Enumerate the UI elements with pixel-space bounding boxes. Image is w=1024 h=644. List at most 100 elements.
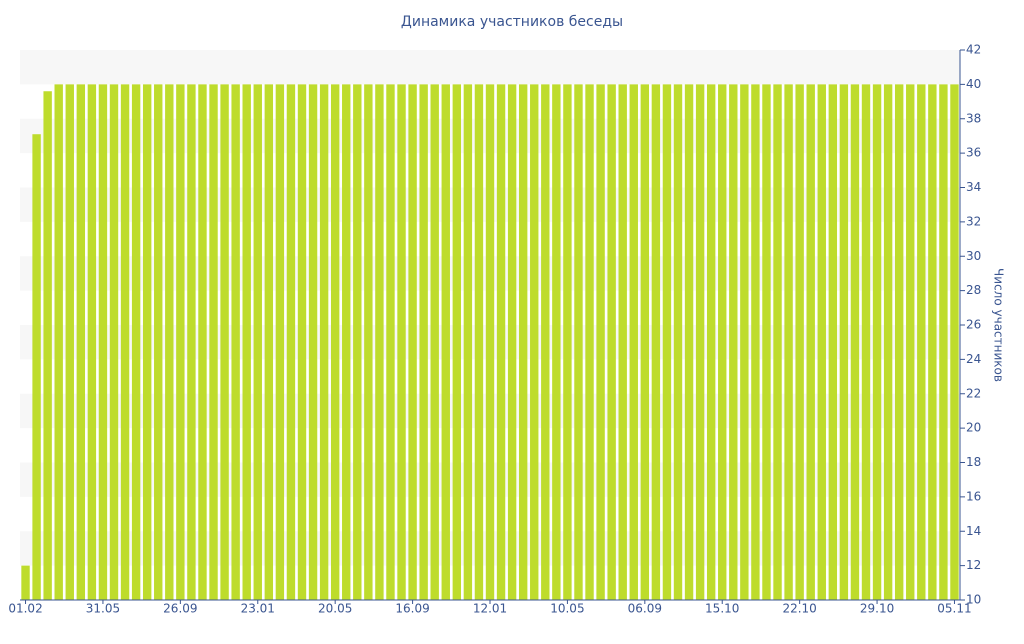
bar — [640, 84, 650, 600]
bar — [441, 84, 450, 600]
bar — [264, 84, 274, 600]
bar — [32, 134, 41, 600]
bar — [220, 84, 229, 600]
y-tick-label: 40 — [966, 77, 981, 91]
bar — [740, 84, 749, 600]
bar — [474, 84, 484, 600]
bar — [585, 84, 594, 600]
bar — [496, 84, 506, 600]
bar — [397, 84, 406, 600]
y-tick-label: 16 — [966, 489, 981, 503]
x-tick-label: 29.10 — [860, 602, 894, 616]
bar — [330, 84, 340, 600]
bar — [618, 84, 627, 600]
bar — [297, 84, 307, 600]
bar — [629, 84, 638, 600]
y-tick-label: 14 — [966, 524, 981, 538]
y-tick-label: 20 — [966, 421, 981, 435]
bar — [485, 84, 495, 600]
bar — [806, 84, 815, 600]
bar — [54, 84, 63, 600]
bar — [684, 84, 694, 600]
y-tick-label: 30 — [966, 249, 981, 263]
bar — [176, 84, 185, 600]
bar — [253, 84, 262, 600]
y-tick-label: 32 — [966, 214, 981, 228]
x-tick-label: 15.10 — [705, 602, 739, 616]
bar — [850, 84, 860, 600]
y-tick-label: 24 — [966, 352, 981, 366]
y-tick-label: 42 — [966, 43, 981, 57]
bar — [142, 84, 152, 600]
bar — [165, 84, 174, 600]
chart-title: Динамика участников беседы — [401, 14, 623, 30]
bar — [507, 84, 517, 600]
bar — [541, 84, 550, 600]
bar — [198, 84, 207, 600]
bar — [718, 84, 727, 600]
bar — [574, 84, 583, 600]
bar — [607, 84, 616, 600]
bar — [87, 84, 97, 600]
x-tick-label: 22.10 — [782, 602, 816, 616]
bar — [375, 84, 384, 600]
y-tick-label: 38 — [966, 111, 981, 125]
bar — [839, 84, 849, 600]
bar — [43, 91, 52, 600]
y-tick-label: 12 — [966, 558, 981, 572]
bar — [751, 84, 760, 600]
bar — [773, 84, 782, 600]
bar — [883, 84, 893, 600]
y-tick-label: 26 — [966, 318, 981, 332]
bar — [906, 84, 915, 600]
bar — [651, 84, 661, 600]
bar — [364, 84, 373, 600]
x-tick-label: 05.11 — [937, 602, 971, 616]
bar — [242, 84, 251, 600]
x-tick-label: 23.01 — [241, 602, 275, 616]
bar — [673, 84, 683, 600]
bar — [65, 84, 74, 600]
bar — [308, 84, 318, 600]
x-tick-label: 16.09 — [395, 602, 429, 616]
bar — [452, 84, 462, 600]
bar — [530, 84, 539, 600]
x-tick-label: 12.01 — [473, 602, 507, 616]
bar — [662, 84, 672, 600]
bar — [596, 84, 605, 600]
bar — [950, 84, 959, 600]
bar — [209, 84, 218, 600]
bar — [21, 565, 30, 600]
bar — [275, 84, 285, 600]
y-tick-label: 18 — [966, 455, 981, 469]
bar — [386, 84, 395, 600]
y-tick-label: 36 — [966, 146, 981, 160]
bar — [76, 84, 86, 600]
bar — [430, 84, 439, 600]
bar — [342, 84, 351, 600]
bar — [109, 84, 119, 600]
bar — [552, 84, 561, 600]
bar — [563, 84, 572, 600]
bar — [120, 84, 130, 600]
bar — [154, 84, 163, 600]
y-tick-label: 34 — [966, 180, 981, 194]
bar — [286, 84, 296, 600]
x-tick-label: 31.05 — [86, 602, 120, 616]
bar — [784, 84, 793, 600]
bar — [828, 84, 838, 600]
bar — [319, 84, 329, 600]
x-tick-label: 26.09 — [163, 602, 197, 616]
x-tick-label: 20.05 — [318, 602, 352, 616]
y-tick-label: 22 — [966, 386, 981, 400]
bar — [463, 84, 473, 600]
bar — [408, 84, 417, 600]
bar — [98, 84, 108, 600]
x-tick-label: 01.02 — [8, 602, 42, 616]
bar — [861, 84, 871, 600]
bar — [795, 84, 804, 600]
x-tick-label: 10.05 — [550, 602, 584, 616]
bar — [353, 84, 362, 600]
bar — [518, 84, 528, 600]
